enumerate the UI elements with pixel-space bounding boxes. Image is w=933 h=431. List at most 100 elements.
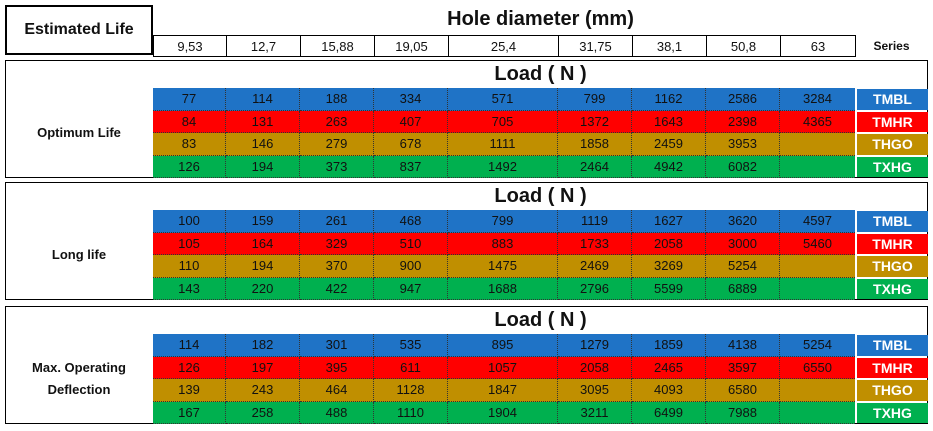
diameter: 38,1 xyxy=(632,35,707,57)
value-cell: 301 xyxy=(300,334,374,357)
value-cell: 159 xyxy=(226,210,300,233)
value-cell: 422 xyxy=(300,277,374,300)
series-label: TMHR xyxy=(857,357,928,378)
value-cell: 110 xyxy=(153,255,226,278)
value-cell: 164 xyxy=(226,232,300,255)
value-cell: 1492 xyxy=(448,155,558,178)
value-cell xyxy=(780,277,855,300)
value-cell: 373 xyxy=(300,155,374,178)
life-label: Optimum Life xyxy=(37,125,121,140)
value-cell: 4597 xyxy=(780,210,855,233)
series-label: TMHR xyxy=(857,111,928,132)
value-cell: 4138 xyxy=(706,334,780,357)
value-cell xyxy=(780,255,855,278)
value-cell: 705 xyxy=(448,110,558,133)
value-cell: 334 xyxy=(374,88,448,111)
value-cell: 258 xyxy=(226,401,300,424)
value-cell: 6082 xyxy=(706,155,780,178)
value-cell: 2459 xyxy=(632,133,706,156)
value-cell: 261 xyxy=(300,210,374,233)
value-cell: 1111 xyxy=(448,133,558,156)
value-cell: 83 xyxy=(153,133,226,156)
value-cell: 182 xyxy=(226,334,300,357)
value-cell: 2469 xyxy=(558,255,632,278)
load-label: Load ( N ) xyxy=(494,184,587,207)
series-label: THGO xyxy=(857,134,928,155)
value-cell: 1110 xyxy=(374,401,448,424)
value-cell: 3284 xyxy=(780,88,855,111)
value-cell: 2796 xyxy=(558,277,632,300)
value-cell: 194 xyxy=(226,155,300,178)
value-cell: 1128 xyxy=(374,379,448,402)
value-cell: 3269 xyxy=(632,255,706,278)
value-cell: 1627 xyxy=(632,210,706,233)
value-cell: 146 xyxy=(226,133,300,156)
life-label: Max. Operating Deflection xyxy=(32,360,126,397)
value-cell: 1904 xyxy=(448,401,558,424)
hole-diameter-title: Hole diameter (mm) xyxy=(447,7,634,30)
value-cell: 243 xyxy=(226,379,300,402)
value-cell: 126 xyxy=(153,155,226,178)
load-label: Load ( N ) xyxy=(494,308,587,331)
value-cell: 4942 xyxy=(632,155,706,178)
value-cell: 611 xyxy=(374,356,448,379)
value-cell: 6550 xyxy=(780,356,855,379)
series-label: TXHG xyxy=(857,278,928,299)
value-cell: 571 xyxy=(448,88,558,111)
value-cell: 3000 xyxy=(706,232,780,255)
value-cell: 883 xyxy=(448,232,558,255)
value-cell: 3597 xyxy=(706,356,780,379)
value-cell: 4093 xyxy=(632,379,706,402)
value-cell: 2464 xyxy=(558,155,632,178)
value-cell: 1847 xyxy=(448,379,558,402)
value-cell: 84 xyxy=(153,110,226,133)
value-cell: 1858 xyxy=(558,133,632,156)
value-cell: 77 xyxy=(153,88,226,111)
value-cell: 1057 xyxy=(448,356,558,379)
value-cell: 3953 xyxy=(706,133,780,156)
value-cell: 895 xyxy=(448,334,558,357)
series-label: TMBL xyxy=(857,335,928,356)
value-cell: 3095 xyxy=(558,379,632,402)
estimated-life: Estimated Life xyxy=(5,5,153,55)
value-cell: 900 xyxy=(374,255,448,278)
value-cell: 2586 xyxy=(706,88,780,111)
series-label: TMHR xyxy=(857,233,928,254)
series-header: Series xyxy=(873,39,910,53)
value-cell: 263 xyxy=(300,110,374,133)
value-cell: 1475 xyxy=(448,255,558,278)
value-cell: 329 xyxy=(300,232,374,255)
value-cell: 535 xyxy=(374,334,448,357)
value-cell: 131 xyxy=(226,110,300,133)
series-label: THGO xyxy=(857,256,928,277)
value-cell: 5254 xyxy=(780,334,855,357)
diameter: 25,4 xyxy=(448,35,559,57)
diameter: 9,53 xyxy=(153,35,227,57)
series-label: THGO xyxy=(857,380,928,401)
value-cell: 1643 xyxy=(632,110,706,133)
value-cell: 114 xyxy=(226,88,300,111)
value-cell: 197 xyxy=(226,356,300,379)
value-cell: 126 xyxy=(153,356,226,379)
series-label: TXHG xyxy=(857,156,928,177)
value-cell xyxy=(780,133,855,156)
value-cell: 105 xyxy=(153,232,226,255)
value-cell: 799 xyxy=(558,88,632,111)
value-cell: 1859 xyxy=(632,334,706,357)
value-cell: 837 xyxy=(374,155,448,178)
value-cell: 947 xyxy=(374,277,448,300)
value-cell: 464 xyxy=(300,379,374,402)
value-cell: 678 xyxy=(374,133,448,156)
value-cell: 7988 xyxy=(706,401,780,424)
life-label: Long life xyxy=(51,247,107,262)
value-cell: 2058 xyxy=(558,356,632,379)
value-cell: 3211 xyxy=(558,401,632,424)
value-cell: 4365 xyxy=(780,110,855,133)
value-cell: 188 xyxy=(300,88,374,111)
value-cell: 143 xyxy=(153,277,226,300)
series-label: TMBL xyxy=(857,89,928,110)
value-cell xyxy=(780,379,855,402)
diameter: 50,8 xyxy=(706,35,781,57)
value-cell: 114 xyxy=(153,334,226,357)
value-cell: 5460 xyxy=(780,232,855,255)
